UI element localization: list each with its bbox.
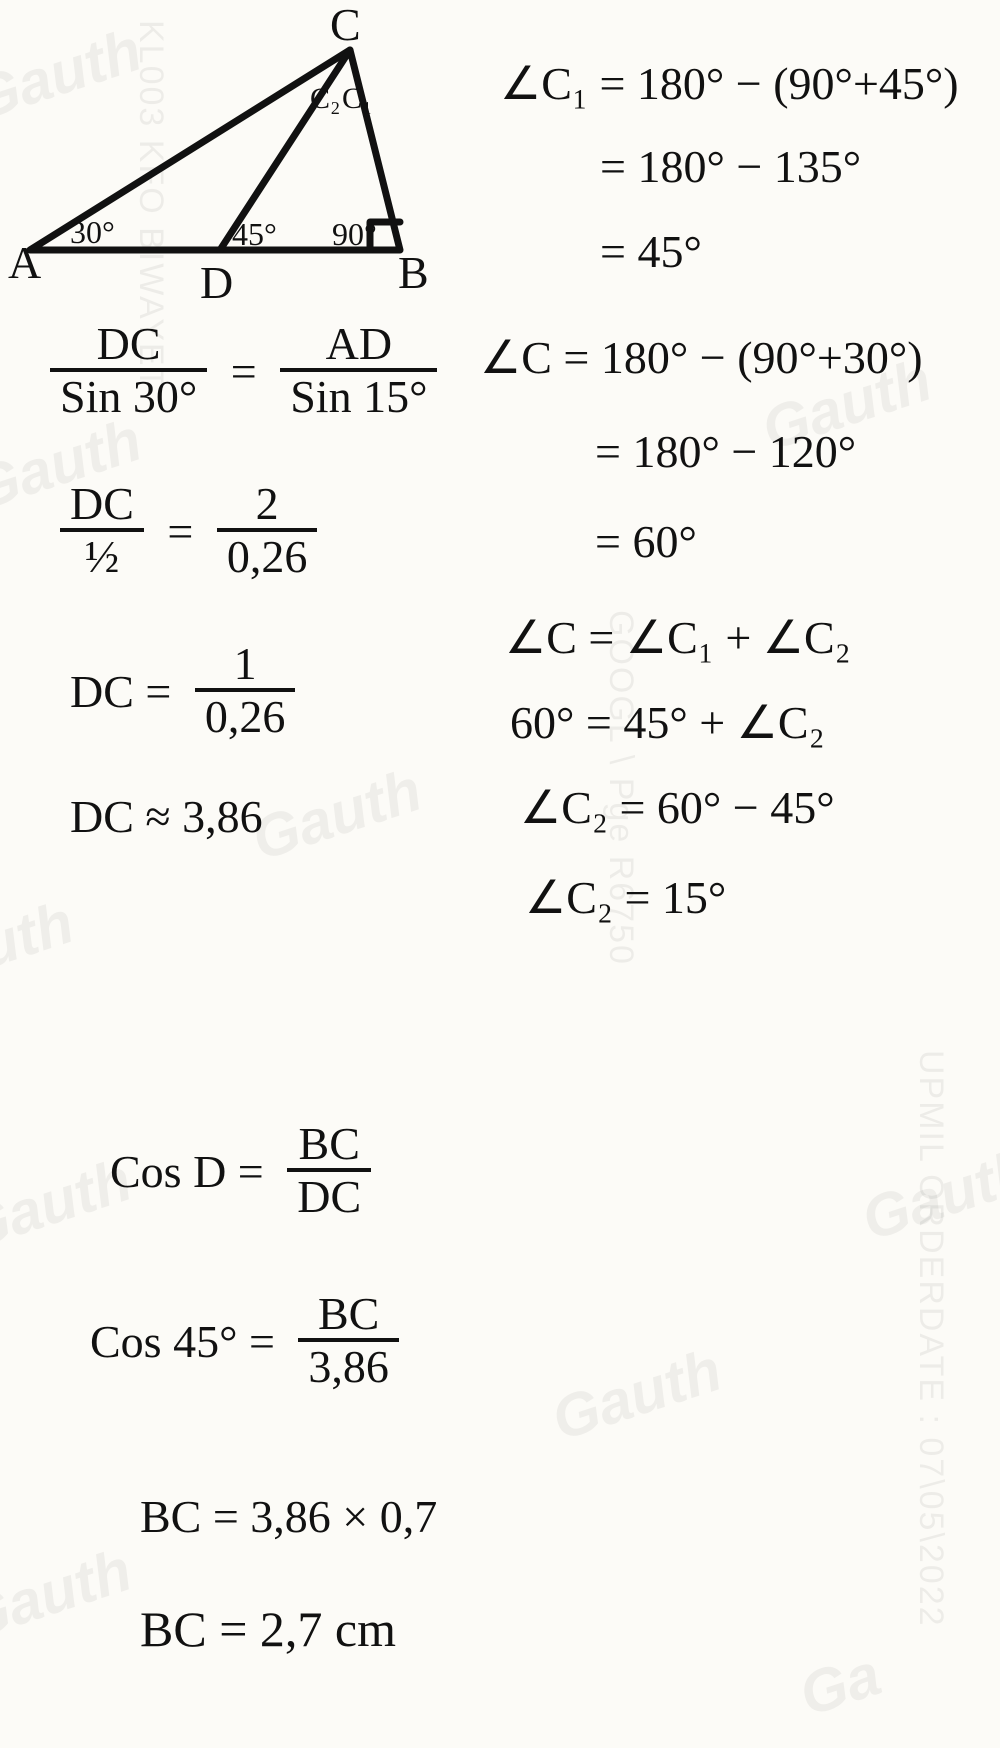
lhs: Cos D = xyxy=(110,1145,264,1198)
triangle-diagram: C A D B 30° 45° 90° C₂ C₁ xyxy=(0,0,480,310)
frac-num: 2 xyxy=(217,480,318,532)
watermark: Gauth xyxy=(0,1535,140,1654)
diagram-angle-b: 90° xyxy=(332,216,377,252)
diagram-angle-c2: C₂ xyxy=(310,82,340,115)
diagram-label-c: C xyxy=(330,0,361,50)
frac-num: DC xyxy=(50,320,207,372)
watermark: uth xyxy=(0,887,82,981)
diagram-label-b: B xyxy=(398,247,429,298)
watermark: Ga xyxy=(791,1639,888,1729)
frac-den: Sin 30° xyxy=(50,372,207,423)
frac-num: DC xyxy=(60,480,144,532)
bc-result: BC = 2,7 cm xyxy=(140,1600,396,1658)
frac-den: Sin 15° xyxy=(280,372,437,423)
lhs: DC = xyxy=(70,665,171,718)
equals: = xyxy=(167,505,193,558)
diagram-label-d: D xyxy=(200,257,233,308)
eq-c-1: ∠C = 180° − (90°+30°) xyxy=(480,330,923,384)
sine-rule: DCSin 30° = ADSin 15° xyxy=(50,320,437,423)
eq-split-1: ∠C = ∠C₁ + ∠C₂ xyxy=(505,610,851,664)
frac-num: 1 xyxy=(195,640,296,692)
dc-frac: DC = 10,26 xyxy=(70,640,295,743)
page-root: Gauth Gauth Gauth Gauth uth Gauth Gauth … xyxy=(0,0,1000,1748)
watermark: Gauth xyxy=(544,1335,730,1454)
cosd: Cos D = BCDC xyxy=(110,1120,371,1223)
frac-den: 0,26 xyxy=(217,532,318,583)
cos45: Cos 45° = BC3,86 xyxy=(90,1290,399,1393)
eq-split-4: ∠C₂ = 15° xyxy=(525,870,726,924)
sine-rule-sub: DC½ = 20,26 xyxy=(60,480,317,583)
frac-den: DC xyxy=(287,1172,371,1223)
frac-num: BC xyxy=(298,1290,399,1342)
frac-num: AD xyxy=(280,320,437,372)
eq-split-2: 60° = 45° + ∠C₂ xyxy=(510,695,825,749)
dc-result: DC ≈ 3,86 xyxy=(70,790,263,843)
eq-c1-3: = 45° xyxy=(600,225,702,278)
diagram-angle-c1: C₁ xyxy=(342,82,372,115)
eq-c-3: = 60° xyxy=(595,515,697,568)
watermark: Gauth xyxy=(244,755,430,874)
diagram-label-a: A xyxy=(8,237,41,288)
frac-den: 3,86 xyxy=(298,1342,399,1393)
eq-c-2: = 180° − 120° xyxy=(595,425,856,478)
frac-den: 0,26 xyxy=(195,692,296,743)
frac-num: BC xyxy=(287,1120,371,1172)
frac-den: ½ xyxy=(60,532,144,583)
eq-c1-2: = 180° − 135° xyxy=(600,140,861,193)
diagram-angle-a: 30° xyxy=(70,214,115,250)
ghost-text: UPMIL ORDERDATE : 07\05\2022 xyxy=(911,1050,950,1628)
bc-mult: BC = 3,86 × 0,7 xyxy=(140,1490,437,1543)
diagram-angle-d: 45° xyxy=(232,216,277,252)
eq-c1-1: ∠C₁ = 180° − (90°+45°) xyxy=(500,56,959,110)
eq-split-3: ∠C₂ = 60° − 45° xyxy=(520,780,835,834)
equals: = xyxy=(231,345,257,398)
lhs: Cos 45° = xyxy=(90,1315,275,1368)
